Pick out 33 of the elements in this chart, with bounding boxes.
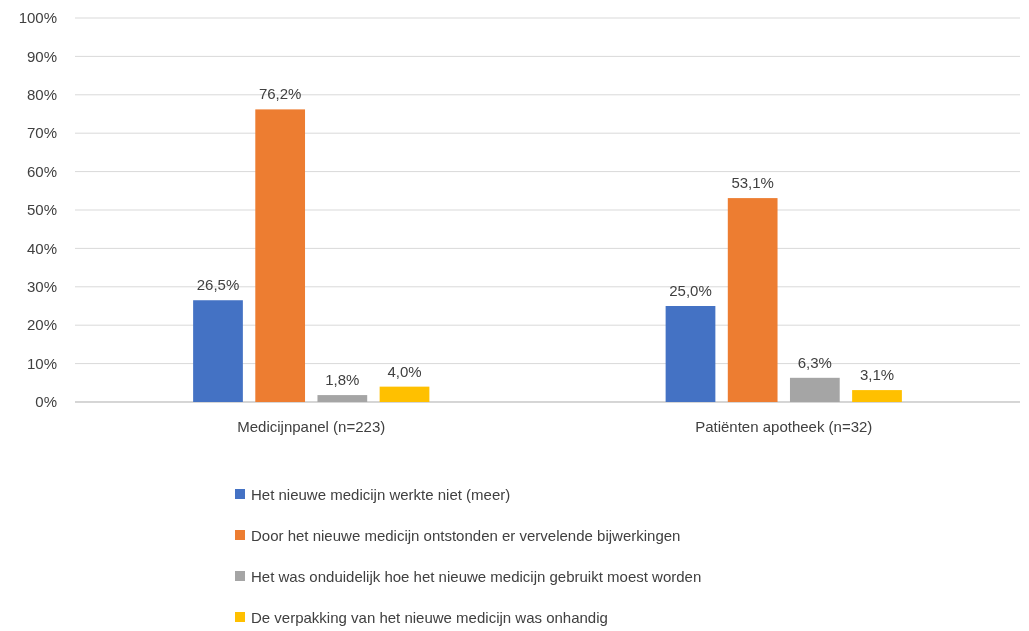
data-label: 3,1% bbox=[859, 366, 895, 384]
y-tick-label: 80% bbox=[26, 86, 57, 104]
legend-label: De verpakking van het nieuwe medicijn was onhandig bbox=[251, 609, 608, 627]
data-label: 6,3% bbox=[797, 353, 832, 371]
bar bbox=[727, 198, 778, 402]
y-tick-label: 90% bbox=[26, 47, 57, 65]
bar bbox=[789, 377, 840, 402]
x-tick-label: Medicijnpanel (n=223) bbox=[237, 418, 386, 435]
y-tick-label: 20% bbox=[26, 316, 57, 334]
bar bbox=[665, 306, 716, 402]
data-label: 26,5% bbox=[196, 276, 240, 294]
data-label: 25,0% bbox=[669, 282, 712, 299]
bar bbox=[852, 390, 902, 402]
y-tick-label: 50% bbox=[26, 201, 57, 219]
legend-label: Door het nieuwe medicijn ontstonden er vervelende bijwerkingen bbox=[251, 527, 681, 545]
bar bbox=[255, 109, 306, 402]
y-tick-label: 100% bbox=[18, 9, 57, 27]
data-label: 1,8% bbox=[325, 371, 360, 389]
bar bbox=[193, 300, 243, 402]
x-tick-label: Patiënten apotheek (n=32) bbox=[695, 418, 873, 435]
y-tick-label: 70% bbox=[26, 124, 57, 142]
bar bbox=[317, 395, 368, 402]
y-tick-label: 40% bbox=[26, 239, 57, 257]
y-tick-label: 10% bbox=[26, 354, 57, 372]
data-label: 76,2% bbox=[258, 85, 302, 103]
y-tick-label: 0% bbox=[35, 393, 57, 411]
data-label: 4,0% bbox=[387, 362, 422, 380]
y-tick-label: 60% bbox=[26, 162, 57, 180]
data-label: 53,1% bbox=[731, 174, 774, 192]
y-tick-label: 30% bbox=[26, 278, 57, 296]
legend-label: Het was onduidelijk hoe het nieuwe medicijn gebruikt moest worden bbox=[251, 568, 702, 586]
legend-label: Het nieuwe medicijn werkte niet (meer) bbox=[251, 486, 511, 504]
bar bbox=[379, 386, 430, 402]
